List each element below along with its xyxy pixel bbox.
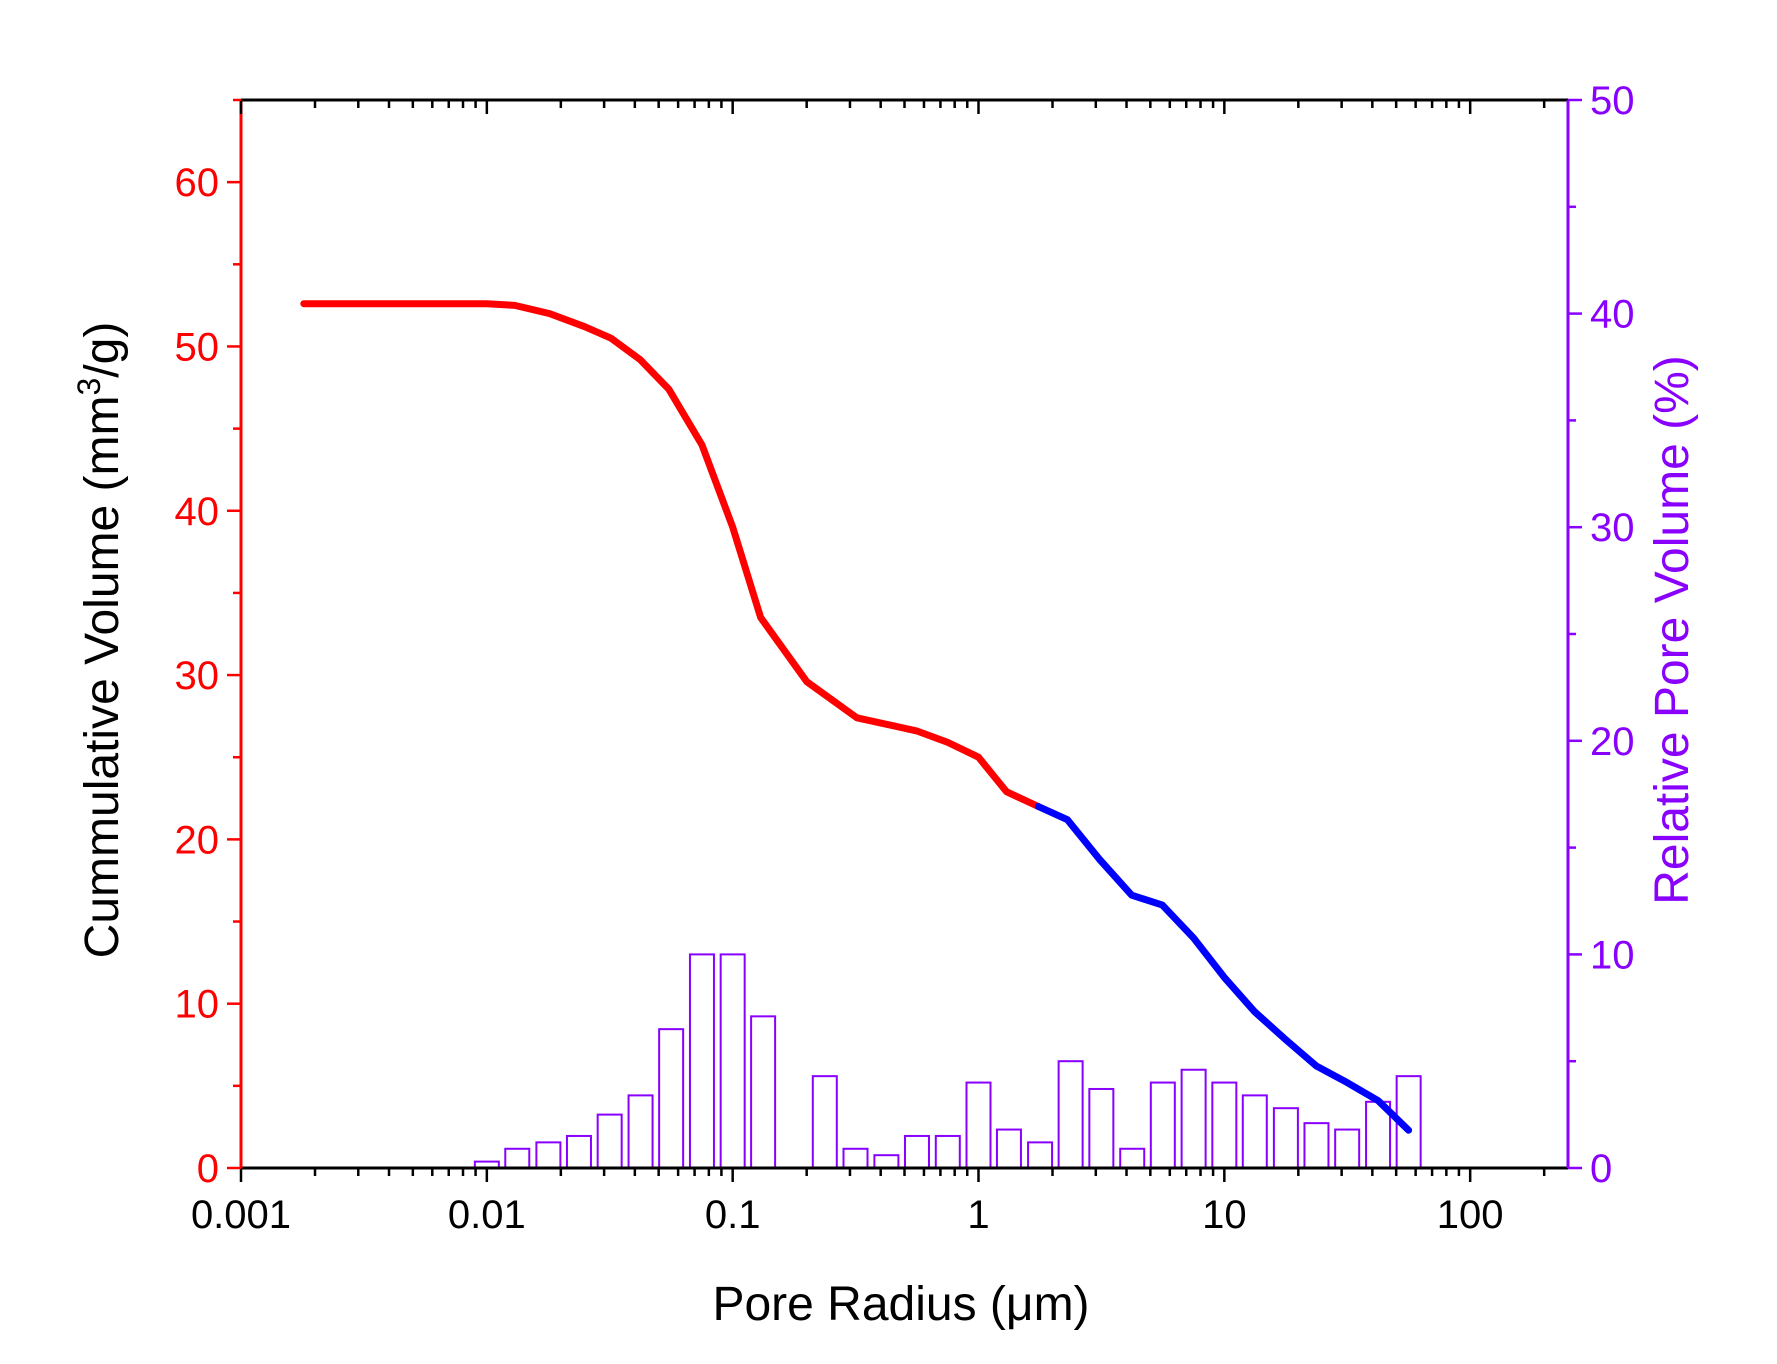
x-tick-label: 10 (1202, 1193, 1247, 1237)
bar-25 (1272, 1107, 1299, 1170)
y-left-tick-label: 30 (175, 654, 220, 698)
bar-9 (750, 1015, 777, 1169)
bar-19 (1088, 1087, 1115, 1170)
bar-18 (1057, 1060, 1084, 1169)
bar-14 (934, 1134, 961, 1169)
y-right-tick-label: 0 (1590, 1147, 1612, 1191)
x-tick-label: 0.001 (191, 1193, 291, 1237)
bar-24 (1241, 1094, 1268, 1169)
bar-20 (1119, 1147, 1146, 1169)
bar-12 (873, 1154, 900, 1169)
y-right-tick-label: 20 (1590, 720, 1635, 764)
x-tick-label: 100 (1437, 1193, 1504, 1237)
y-right-tick-label: 40 (1590, 293, 1635, 337)
y-right-tick-label: 50 (1590, 79, 1635, 123)
lines-layer (300, 300, 1413, 1134)
x-tick-label: 1 (967, 1193, 989, 1237)
bar-11 (842, 1147, 869, 1169)
bar-10 (811, 1075, 838, 1169)
series-line-1 (1034, 803, 1413, 1134)
bar-21 (1149, 1081, 1176, 1170)
y-left-title-suffix: /g) (76, 322, 129, 378)
bar-2 (535, 1141, 562, 1170)
series-line-0 (300, 300, 1042, 810)
y-left-tick-label: 0 (197, 1147, 219, 1191)
x-tick-label: 0.01 (448, 1193, 526, 1237)
bar-8 (719, 953, 746, 1170)
bar-23 (1211, 1081, 1238, 1170)
bar-7 (688, 953, 715, 1170)
bar-4 (596, 1113, 623, 1169)
x-axis-title: Pore Radius (μm) (712, 1278, 1089, 1331)
bar-6 (658, 1028, 685, 1170)
y-left-title-sup: 3 (71, 378, 107, 396)
x-tick-label: 0.1 (705, 1193, 761, 1237)
y-right-axis-title: Relative Pore Volume (%) (1646, 355, 1699, 905)
y-left-axis-title: Cummulative Volume (mm3/g) (71, 322, 129, 959)
bar-27 (1334, 1128, 1361, 1170)
bar-26 (1303, 1122, 1330, 1170)
y-left-title-main: Cummulative Volume (mm (76, 396, 129, 959)
labels-layer: 0.001 0.01 0.1 1 10 100 0 10 20 30 40 50 60 0 10 20 30 40… (175, 79, 1635, 1237)
bar-22 (1180, 1068, 1207, 1170)
bar-16 (995, 1128, 1022, 1170)
bar-3 (565, 1134, 592, 1169)
bar-5 (627, 1094, 654, 1169)
axes-layer (227, 98, 1582, 1182)
bar-1 (504, 1147, 531, 1169)
bar-15 (965, 1081, 992, 1170)
y-right-tick-label: 30 (1590, 506, 1635, 550)
y-left-tick-label: 60 (175, 161, 220, 205)
y-left-tick-label: 20 (175, 818, 220, 862)
bar-13 (903, 1134, 930, 1169)
y-left-tick-label: 10 (175, 983, 220, 1027)
y-left-tick-label: 50 (175, 325, 220, 369)
y-right-tick-label: 10 (1590, 933, 1635, 977)
y-left-tick-label: 40 (175, 490, 220, 534)
bars-layer (473, 953, 1422, 1170)
bar-17 (1027, 1141, 1054, 1170)
